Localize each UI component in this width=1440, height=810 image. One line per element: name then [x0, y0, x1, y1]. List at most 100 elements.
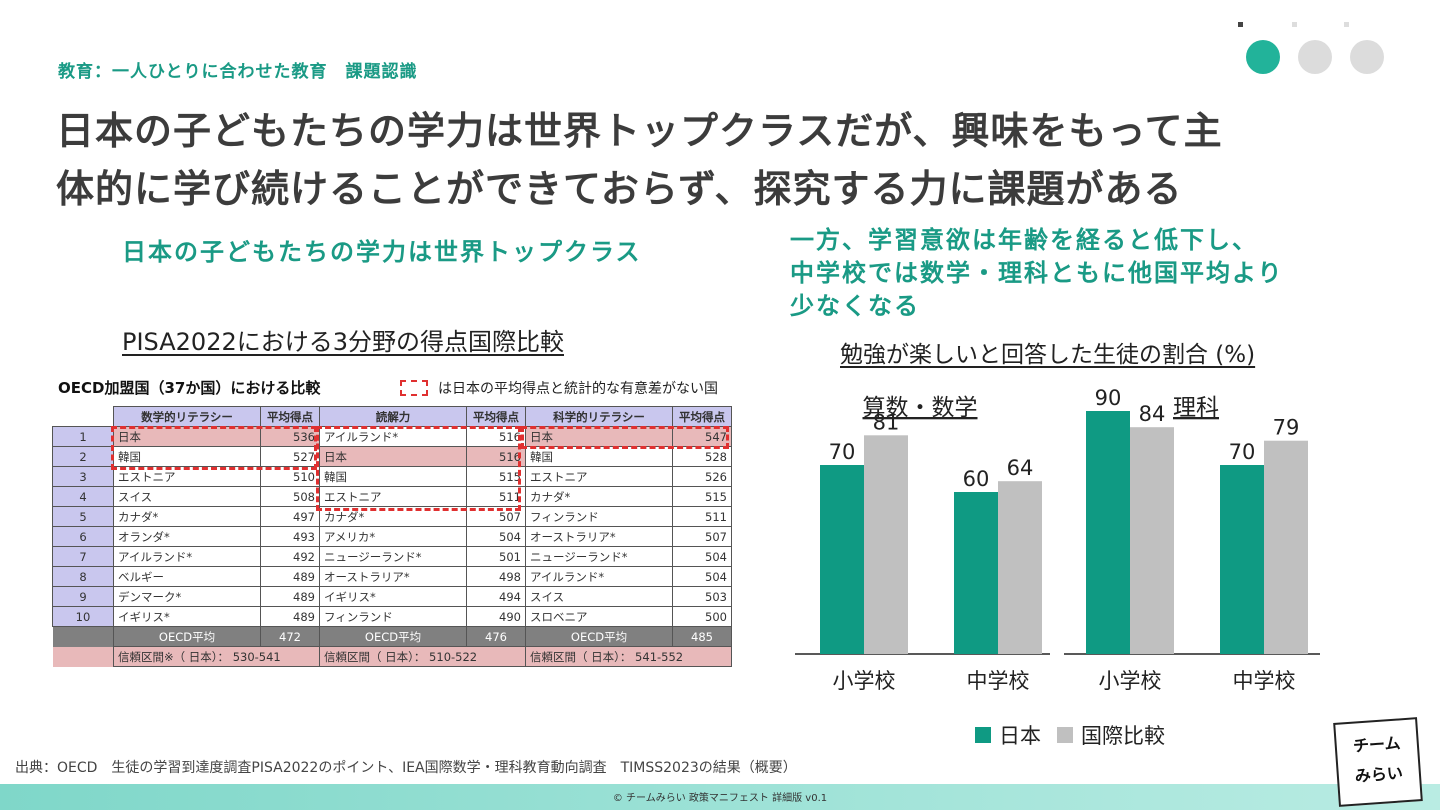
score-cell: 501	[466, 546, 526, 567]
ci-science: 信頼区間（ 日本）： 541-552	[525, 646, 732, 667]
legend-label-international: 国際比較	[1081, 724, 1165, 748]
table-row: 10 イギリス* 489 フィンランド 490 スロベニア 500	[52, 606, 732, 627]
legend-swatch-japan	[975, 727, 991, 743]
score-cell: 500	[672, 606, 732, 627]
country-cell: フィンランド	[525, 506, 673, 527]
headline-line-2: 体的に学び続けることができておらず、探究する力に課題がある	[56, 167, 1183, 211]
country-cell: オーストラリア*	[525, 526, 673, 547]
bar-international	[1130, 427, 1174, 654]
category-label: 中学校	[1233, 669, 1296, 693]
score-cell: 498	[466, 566, 526, 587]
footer-copyright: © チームみらい 政策マニフェスト 詳細版 v0.1	[612, 793, 828, 804]
progress-marker	[1344, 22, 1349, 27]
rank-cell: 1	[52, 426, 114, 447]
rank-cell: 5	[52, 506, 114, 527]
ci-reading: 信頼区間（ 日本）： 510-522	[319, 646, 526, 667]
country-cell: アイルランド*	[113, 546, 261, 567]
rank-cell: 9	[52, 586, 114, 607]
category-label: 小学校	[833, 669, 896, 693]
score-cell: 508	[260, 486, 320, 507]
table-caption: OECD加盟国（37か国）における比較	[58, 379, 321, 397]
score-cell: 516	[466, 446, 526, 467]
country-cell: 日本	[319, 446, 467, 467]
enjoyment-bar-chart: 算数・数学 70 81 小学校 60 64 中学校 理科 90 84 小学校 70 79 中学校	[795, 386, 1320, 693]
country-cell: カナダ*	[525, 486, 673, 507]
reading-significance-box	[316, 426, 521, 511]
country-cell: 韓国	[525, 446, 673, 467]
pisa-table: 数学的リテラシー 平均得点 読解力 平均得点 科学的リテラシー 平均得点 1 日本…	[52, 406, 732, 667]
section-label: 教育：一人ひとりに合わせた教育 課題認識	[58, 62, 418, 82]
rank-cell: 2	[52, 446, 114, 467]
progress-step	[1298, 40, 1332, 74]
progress-step-active	[1246, 40, 1280, 74]
avg-label: OECD平均	[525, 626, 673, 647]
table-row: 9 デンマーク* 489 イギリス* 494 スイス 503	[52, 586, 732, 607]
headline-line-1: 日本の子どもたちの学力は世界トップクラスだが、興味をもって主	[56, 109, 1223, 153]
country-cell: アメリカ*	[319, 526, 467, 547]
rank-cell: 10	[52, 606, 114, 627]
country-cell: アイルランド*	[525, 566, 673, 587]
category-label: 小学校	[1099, 669, 1162, 693]
score-cell: 492	[260, 546, 320, 567]
rank-cell: 3	[52, 466, 114, 487]
score-cell: 511	[672, 506, 732, 527]
data-label-japan: 70	[829, 440, 856, 464]
bar-japan	[1086, 411, 1130, 654]
country-cell: 日本	[525, 426, 673, 447]
score-cell: 490	[466, 606, 526, 627]
progress-indicator	[1238, 18, 1388, 88]
country-cell: デンマーク*	[113, 586, 261, 607]
rank-cell: 6	[52, 526, 114, 547]
score-cell: 494	[466, 586, 526, 607]
legend-label-japan: 日本	[999, 724, 1041, 748]
chart-group-title: 理科	[1173, 395, 1219, 421]
table-row: 8 ベルギー 489 オーストラリア* 498 アイルランド* 504	[52, 566, 732, 587]
country-cell: ベルギー	[113, 566, 261, 587]
team-mirai-logo: チーム みらい	[1333, 717, 1423, 807]
country-cell: オーストラリア*	[319, 566, 467, 587]
country-cell: フィンランド	[319, 606, 467, 627]
right-subheading-line: 中学校では数学・理科ともに他国平均より	[790, 259, 1284, 287]
table-row: 4 スイス 508 エストニア 511 カナダ* 515	[52, 486, 732, 507]
bar-international	[998, 481, 1042, 654]
chart-legend: 日本 国際比較	[975, 720, 1165, 750]
score-cell: 504	[672, 566, 732, 587]
score-cell: 489	[260, 566, 320, 587]
country-cell: ニュージーランド*	[319, 546, 467, 567]
country-cell: イギリス*	[319, 586, 467, 607]
progress-step	[1350, 40, 1384, 74]
country-cell: イギリス*	[113, 606, 261, 627]
score-cell: 489	[260, 586, 320, 607]
right-subheading-line: 一方、学習意欲は年齢を経ると低下し、	[790, 226, 1258, 254]
avg-label: OECD平均	[113, 626, 261, 647]
score-cell: 515	[672, 486, 732, 507]
data-label-japan: 60	[963, 467, 990, 491]
data-label-international: 84	[1139, 402, 1166, 426]
significance-legend-text: は日本の平均得点と統計的な有意差がない国	[438, 381, 718, 397]
score-cell: 489	[260, 606, 320, 627]
score-cell: 526	[672, 466, 732, 487]
bar-japan	[1220, 465, 1264, 654]
bar-japan	[820, 465, 864, 654]
progress-marker	[1238, 22, 1243, 27]
header-score: 平均得点	[672, 406, 732, 427]
score-cell: 493	[260, 526, 320, 547]
math-significance-box	[111, 426, 317, 470]
chart-group-title: 算数・数学	[863, 395, 978, 421]
header-score: 平均得点	[466, 406, 526, 427]
headline: 日本の子どもたちの学力は世界トップクラスだが、興味をもって主 体的に学び続けるこ…	[56, 102, 1276, 218]
avg-value: 476	[466, 626, 526, 647]
chart-title: 勉強が楽しいと回答した生徒の割合 (%)	[840, 342, 1256, 368]
significance-legend-box	[400, 380, 428, 396]
country-cell: アイルランド*	[319, 426, 467, 447]
bar-japan	[954, 492, 998, 654]
bar-international	[1264, 440, 1308, 654]
footer-bar	[0, 784, 1440, 810]
score-cell: 504	[466, 526, 526, 547]
right-subheading-line: 少なくなる	[790, 292, 920, 320]
data-label-international: 81	[873, 410, 900, 434]
score-cell: 547	[672, 426, 732, 447]
progress-marker	[1292, 22, 1297, 27]
oecd-average-row: OECD平均 472 OECD平均 476 OECD平均 485	[52, 626, 732, 647]
science-significance-box	[521, 426, 729, 449]
